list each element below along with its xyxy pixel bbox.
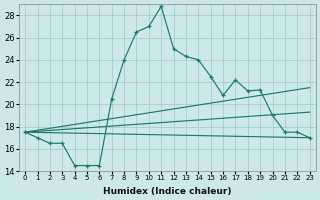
X-axis label: Humidex (Indice chaleur): Humidex (Indice chaleur) bbox=[103, 187, 232, 196]
